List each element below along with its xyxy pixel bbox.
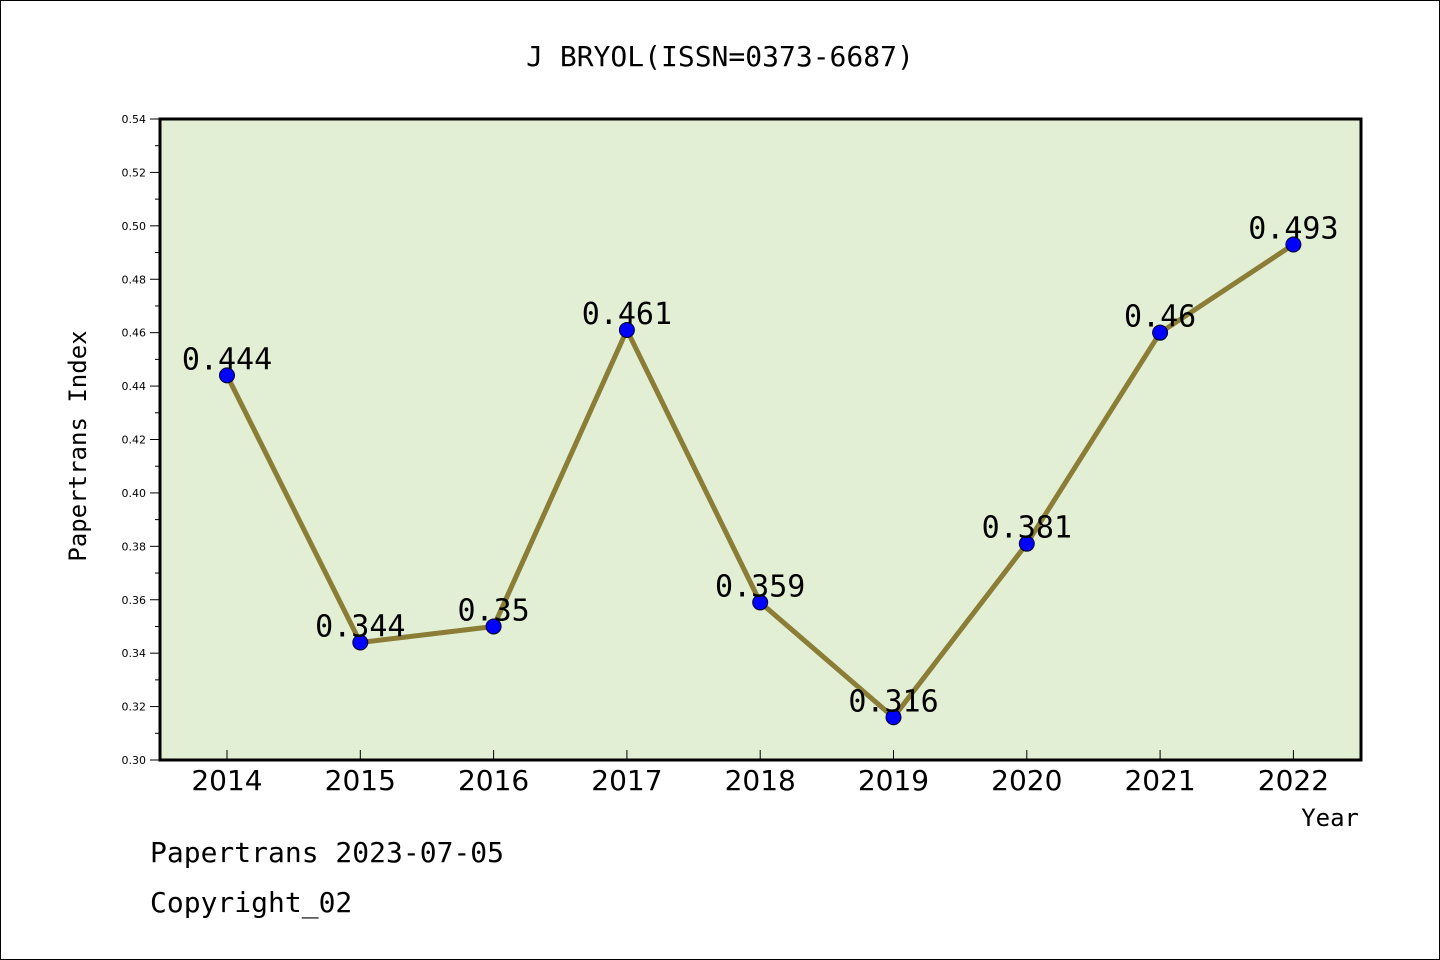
y-tick-label: 0.30 [122,754,147,767]
y-tick-label: 0.48 [122,273,147,286]
data-point-marker [618,321,635,338]
data-label: 0.316 [848,684,938,719]
data-label: 0.344 [315,609,405,644]
plot-area [158,117,1363,762]
footer-date: Papertrans 2023-07-05 [150,836,505,869]
data-point-marker [1018,535,1035,552]
data-point-marker [885,709,902,726]
x-tick-label: 2018 [725,764,796,797]
data-point-marker [352,634,369,651]
data-point-marker [219,367,235,384]
x-tick-label: 2020 [991,764,1062,797]
y-tick-label: 0.44 [122,380,147,393]
x-tick-label: 2014 [191,764,262,797]
y-tick-label: 0.46 [122,327,147,340]
y-axis-label: Papertrans Index [64,330,92,561]
chart-title: J BRYOL(ISSN=0373-6687) [526,40,914,73]
x-tick-label: 2015 [325,764,396,797]
y-tick-label: 0.42 [122,434,147,447]
y-tick-label: 0.32 [122,701,147,714]
footer-copyright: Copyright_02 [150,886,353,919]
y-tick-label: 0.38 [122,540,147,553]
data-label: 0.381 [982,511,1072,546]
data-label: 0.35 [457,593,529,628]
x-tick-label: 2019 [858,764,929,797]
y-tick-label: 0.54 [122,113,147,126]
data-point-marker [752,594,769,611]
data-label: 0.46 [1124,300,1196,335]
y-tick-label: 0.52 [122,166,147,179]
x-axis-label: Year [1301,804,1359,832]
x-tick-label: 2021 [1124,764,1195,797]
y-tick-label: 0.34 [122,647,147,660]
y-tick-label: 0.40 [122,487,147,500]
y-tick-label: 0.36 [122,594,147,607]
data-label: 0.359 [715,569,805,604]
data-point-marker [485,618,502,635]
data-label: 0.461 [582,297,672,332]
x-tick-label: 2017 [591,764,662,797]
data-label: 0.444 [182,342,272,377]
data-point-marker [1285,236,1302,253]
y-tick-label: 0.50 [122,220,147,233]
data-label: 0.493 [1248,212,1338,247]
data-point-marker [1152,324,1169,341]
x-tick-label: 2022 [1258,764,1329,797]
x-tick-label: 2016 [458,764,529,797]
